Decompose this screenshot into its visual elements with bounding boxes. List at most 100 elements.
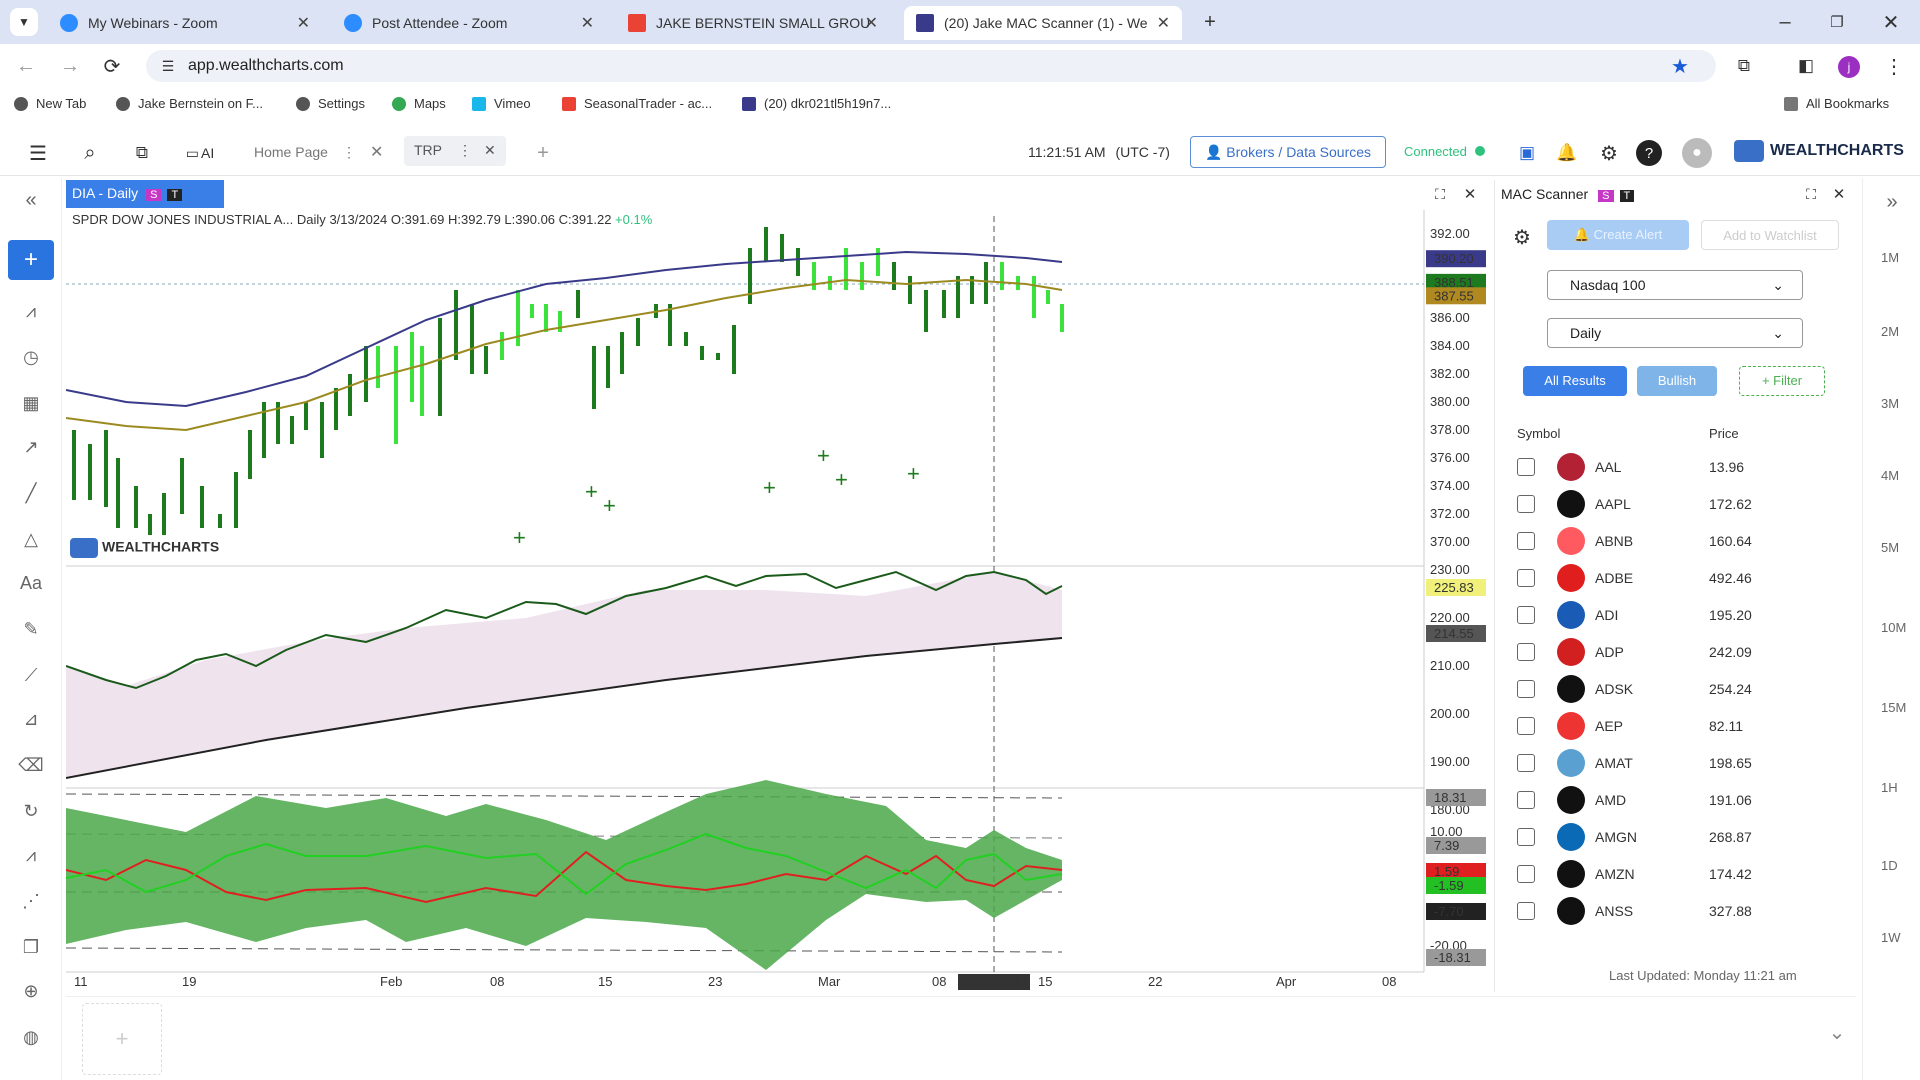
line-tool-icon[interactable]: ╱ [25, 483, 37, 503]
fullscreen-icon[interactable]: ⛶ [1806, 185, 1816, 202]
minimize-icon[interactable]: – [1779, 10, 1791, 33]
bookmark-item[interactable]: Vimeo [472, 96, 531, 111]
table-row[interactable]: ADBE 492.46 [1495, 559, 1835, 596]
timeframe-item[interactable]: 1W [1881, 930, 1901, 945]
site-info-icon[interactable]: ☰ [161, 57, 175, 74]
forward-arrow-icon[interactable]: → [60, 54, 80, 77]
row-checkbox[interactable] [1517, 827, 1535, 846]
refresh-icon[interactable]: ↻ [23, 801, 39, 821]
table-row[interactable]: ANSS 327.88 [1495, 892, 1835, 929]
profile-avatar[interactable]: j [1838, 56, 1860, 78]
bookmark-item[interactable]: (20) dkr021tl5h19n7... [742, 96, 891, 111]
tab-search-icon[interactable]: ▼ [10, 8, 38, 36]
bookmark-item[interactable]: Jake Bernstein on F... [116, 96, 263, 111]
browser-tab[interactable]: Post Attendee - Zoom ✕ [332, 6, 606, 40]
bell-icon[interactable]: 🔔 [1556, 143, 1578, 162]
extensions-icon[interactable]: ⧉ [1737, 56, 1751, 75]
user-avatar[interactable]: ● [1682, 138, 1712, 168]
timeframe-item[interactable]: 10M [1881, 620, 1907, 635]
all-bookmarks[interactable]: All Bookmarks [1784, 96, 1889, 111]
close-tab-icon[interactable]: ✕ [484, 142, 496, 158]
close-chart-icon[interactable]: ✕ [1463, 186, 1477, 203]
table-row[interactable]: AAL 13.96 [1495, 448, 1835, 485]
page-tab-trp[interactable]: TRP ⋮ ✕ [404, 136, 506, 166]
fullscreen-icon[interactable]: ⛶ [1435, 185, 1445, 202]
back-arrow-icon[interactable]: ← [16, 54, 36, 77]
text-tool-icon[interactable]: Aa [19, 573, 43, 593]
bookmark-item[interactable]: SeasonalTrader - ac... [562, 96, 712, 111]
table-row[interactable]: AAPL 172.62 [1495, 485, 1835, 522]
row-checkbox[interactable] [1517, 568, 1535, 587]
row-checkbox[interactable] [1517, 494, 1535, 513]
ruler-icon[interactable]: ⟋ [24, 665, 38, 685]
universe-select[interactable]: Nasdaq 100 ⌄ [1547, 270, 1803, 300]
browser-tab-active[interactable]: (20) Jake MAC Scanner (1) - We ✕ [904, 6, 1182, 40]
row-checkbox[interactable] [1517, 605, 1535, 624]
tab-menu-icon[interactable]: ⋮ [458, 142, 472, 158]
maximize-icon[interactable]: ❐ [1830, 14, 1844, 31]
timeframe-item[interactable]: 4M [1881, 468, 1900, 483]
chart-panel[interactable]: DIA - Daily S T ⛶ ✕ SPDR DOW JONES INDUSTR… [66, 180, 1490, 992]
crosshair-icon[interactable]: ⊕ [23, 981, 39, 1001]
table-row[interactable]: ADP 242.09 [1495, 633, 1835, 670]
close-tab-icon[interactable]: ✕ [864, 15, 878, 32]
close-window-icon[interactable]: ✕ [1882, 11, 1900, 34]
hamburger-menu-icon[interactable]: ☰ [29, 142, 47, 165]
collapse-left-icon[interactable]: « [25, 188, 37, 211]
close-tab-icon[interactable]: ✕ [369, 144, 384, 161]
interval-select[interactable]: Daily ⌄ [1547, 318, 1803, 348]
table-row[interactable]: AMGN 268.87 [1495, 818, 1835, 855]
browser-menu-icon[interactable]: ⋮ [1884, 55, 1904, 78]
add-filter-button[interactable]: + Filter [1739, 366, 1825, 396]
bookmark-item[interactable]: Maps [392, 96, 446, 111]
table-row[interactable]: AMD 191.06 [1495, 781, 1835, 818]
row-checkbox[interactable] [1517, 679, 1535, 698]
close-tab-icon[interactable]: ✕ [1156, 15, 1170, 32]
table-row[interactable]: ADI 195.20 [1495, 596, 1835, 633]
table-row[interactable]: AEP 82.11 [1495, 707, 1835, 744]
table-row[interactable]: AMZN 174.42 [1495, 855, 1835, 892]
close-tab-icon[interactable]: ✕ [296, 15, 310, 32]
scatter-icon[interactable]: ⋰ [22, 891, 40, 911]
all-results-button[interactable]: All Results [1523, 366, 1627, 396]
collapse-bottom-icon[interactable]: ⌄ [1828, 1021, 1846, 1044]
help-icon[interactable]: ? [1636, 140, 1662, 166]
expand-right-icon[interactable]: » [1886, 190, 1898, 213]
copy-icon[interactable]: ❐ [22, 937, 40, 957]
row-checkbox[interactable] [1517, 901, 1535, 920]
row-checkbox[interactable] [1517, 457, 1535, 476]
timeframe-item[interactable]: 2M [1881, 324, 1900, 339]
scanner-settings-gear-icon[interactable]: ⚙ [1513, 226, 1531, 249]
chart-type-icon[interactable]: ⩘ [25, 301, 37, 321]
measure-icon[interactable]: ⊿ [23, 709, 39, 729]
layouts-icon[interactable]: ⧉ [135, 143, 149, 162]
browser-tab[interactable]: My Webinars - Zoom ✕ [48, 6, 322, 40]
row-checkbox[interactable] [1517, 716, 1535, 735]
save-icon[interactable]: ▣ [1518, 143, 1536, 162]
search-icon[interactable]: ⌕ [84, 141, 96, 164]
row-checkbox[interactable] [1517, 864, 1535, 883]
add-page-tab-icon[interactable]: + [537, 141, 549, 164]
table-row[interactable]: ADSK 254.24 [1495, 670, 1835, 707]
gear-icon[interactable]: ⚙ [1600, 142, 1618, 165]
indicator-icon[interactable]: ⩘ [25, 845, 37, 865]
bullish-button[interactable]: Bullish [1637, 366, 1717, 396]
column-header-price[interactable]: Price [1709, 426, 1739, 441]
browser-tab[interactable]: JAKE BERNSTEIN SMALL GROU ✕ [616, 6, 890, 40]
timeframe-item[interactable]: 1D [1881, 858, 1898, 873]
timeframe-item[interactable]: 15M [1881, 700, 1907, 715]
row-checkbox[interactable] [1517, 790, 1535, 809]
trend-icon[interactable]: ↗ [23, 437, 39, 457]
table-row[interactable]: ABNB 160.64 [1495, 522, 1835, 559]
table-row[interactable]: AMAT 198.65 [1495, 744, 1835, 781]
clock-icon[interactable]: ◷ [23, 347, 39, 367]
bookmark-item[interactable]: New Tab [14, 96, 86, 111]
shapes-icon[interactable]: △ [24, 529, 38, 549]
close-tab-icon[interactable]: ✕ [580, 15, 594, 32]
ai-assistant-button[interactable]: ▭ AI [185, 144, 215, 162]
row-checkbox[interactable] [1517, 642, 1535, 661]
chart-canvas[interactable]: 392.00390.00388.00386.00384.00382.00380.… [66, 180, 1490, 992]
row-checkbox[interactable] [1517, 531, 1535, 550]
reload-icon[interactable]: ⟳ [103, 55, 121, 78]
add-drawing-button[interactable]: + [8, 240, 54, 280]
